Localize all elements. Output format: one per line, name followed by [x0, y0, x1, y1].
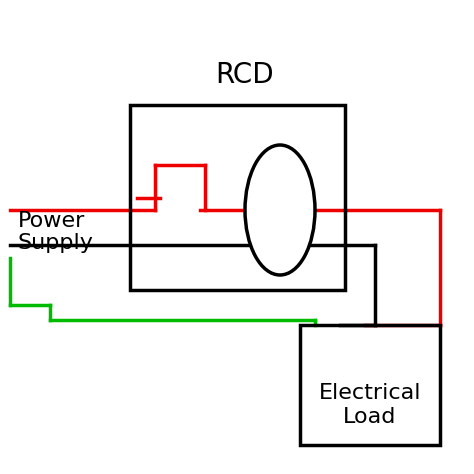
Bar	[130, 105, 345, 290]
Ellipse shape	[245, 145, 315, 275]
Text: RCD: RCD	[216, 61, 274, 89]
Text: Power
Supply: Power Supply	[18, 211, 94, 253]
Text: Electrical
Load: Electrical Load	[319, 383, 421, 428]
Bar	[300, 325, 440, 445]
